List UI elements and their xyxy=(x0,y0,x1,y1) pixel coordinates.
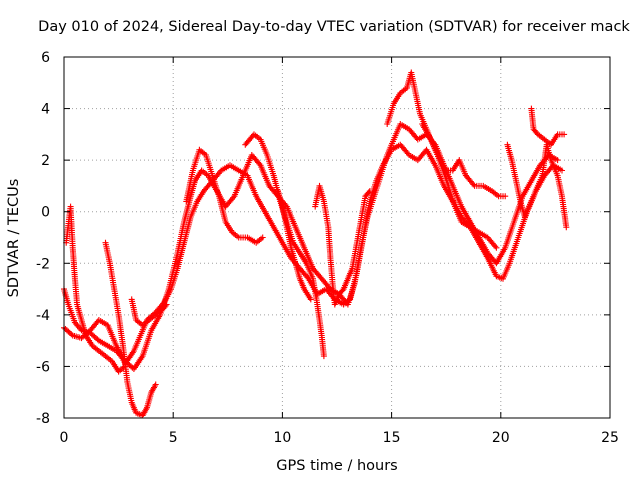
series-markers xyxy=(419,121,500,251)
x-tick-label: 10 xyxy=(273,430,291,446)
series-sat-track-4 xyxy=(102,239,159,419)
x-tick-label: 20 xyxy=(492,430,510,446)
chart-title: Day 010 of 2024, Sidereal Day-to-day VTE… xyxy=(38,19,630,35)
series-markers xyxy=(128,296,170,329)
series-sat-track-13 xyxy=(528,105,568,148)
series-sat-track-8 xyxy=(275,188,314,303)
y-tick-label: 2 xyxy=(41,153,50,169)
y-tick-label: 0 xyxy=(41,205,50,221)
y-tick-label: -8 xyxy=(36,411,50,427)
x-tick-label: 0 xyxy=(60,430,69,446)
series-sat-track-6 xyxy=(183,146,266,246)
series-sat-track-11 xyxy=(419,121,500,251)
series-sat-track-12 xyxy=(504,141,570,231)
series-markers xyxy=(504,141,570,231)
x-tick-label: 15 xyxy=(383,430,401,446)
y-tick-label: -6 xyxy=(36,359,50,375)
y-axis-label: SDTVAR / TECUs xyxy=(6,179,22,298)
series-markers xyxy=(183,146,266,246)
series-markers xyxy=(528,105,568,148)
series-markers xyxy=(275,188,314,303)
series-sat-track-9 xyxy=(312,182,373,308)
grid xyxy=(64,57,610,418)
plot-frame xyxy=(63,56,611,419)
series-sat-track-3 xyxy=(63,203,129,375)
y-tick-label: 4 xyxy=(41,102,50,118)
y-tick-label: -2 xyxy=(36,256,50,272)
x-axis-label: GPS time / hours xyxy=(276,458,397,474)
series-sat-track-5 xyxy=(128,296,170,329)
y-tick-label: -4 xyxy=(36,308,50,324)
x-tick-label: 5 xyxy=(169,430,178,446)
series-markers xyxy=(102,239,159,419)
y-tick-label: 6 xyxy=(41,50,50,66)
x-tick-label: 25 xyxy=(601,430,619,446)
series-markers xyxy=(63,203,129,375)
series-markers xyxy=(312,182,373,308)
